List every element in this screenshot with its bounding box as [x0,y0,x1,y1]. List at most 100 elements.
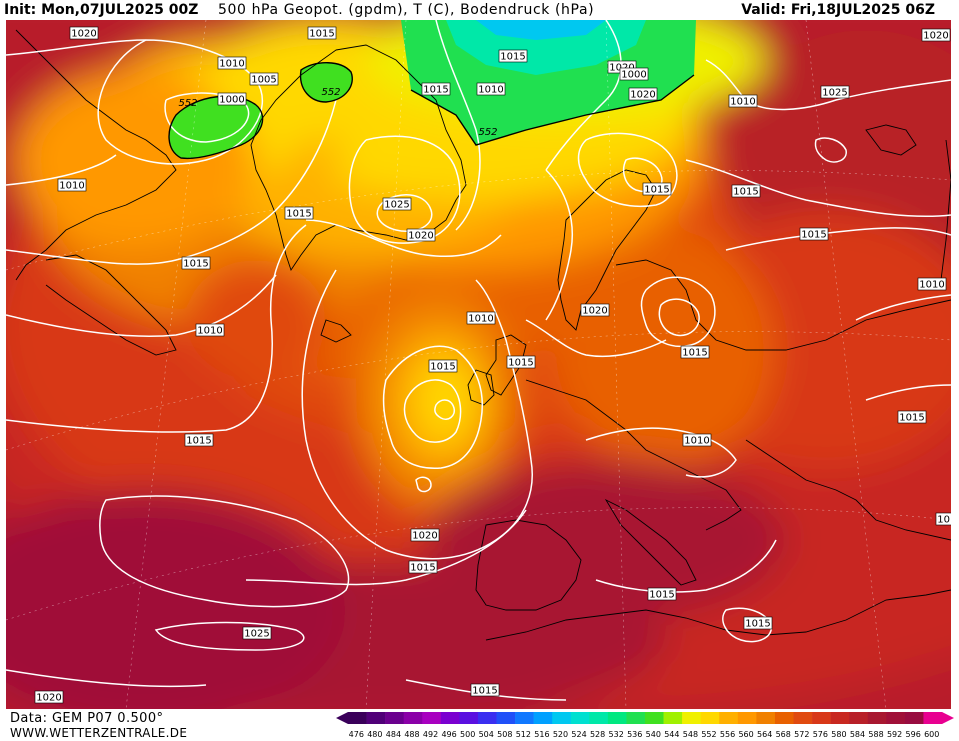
svg-text:1015: 1015 [682,348,707,359]
legend-tick-label: 516 [534,730,549,739]
svg-text:1010: 1010 [730,97,755,108]
legend-swatch [904,712,924,724]
svg-text:1010: 1010 [937,515,951,526]
svg-text:552: 552 [478,127,497,138]
legend-swatch [570,712,590,724]
pressure-label: 1015 [408,560,438,574]
pressure-label: 1020 [406,228,436,242]
pressure-label: 1025 [820,85,850,99]
pressure-label: 1000 [619,67,649,81]
svg-text:1015: 1015 [801,230,826,241]
pressure-label: 1015 [647,587,677,601]
legend-tick-label: 584 [850,730,865,739]
legend-tick-label: 564 [757,730,772,739]
pressure-label: 1010 [217,56,247,70]
pressure-label: 1020 [69,26,99,40]
pressure-label: 1015 [284,206,314,220]
pressure-label: 1015 [498,49,528,63]
svg-text:1025: 1025 [384,200,409,211]
pressure-label: 1015 [184,433,214,447]
svg-text:1020: 1020 [630,90,655,101]
legend-tick-label: 508 [497,730,512,739]
svg-text:1015: 1015 [733,187,758,198]
legend-swatch [403,712,423,724]
legend-swatch [682,712,701,724]
legend-tick-label: 560 [738,730,753,739]
svg-text:1020: 1020 [582,306,607,317]
pressure-label: 1020 [921,28,951,42]
svg-text:1015: 1015 [286,209,311,220]
svg-text:1010: 1010 [197,326,222,337]
legend-tick-label: 600 [924,730,939,739]
pressure-label: 1015 [470,683,500,697]
svg-text:1010: 1010 [59,181,84,192]
legend-arrow-low [336,712,348,724]
legend-tick-label: 492 [423,730,438,739]
geopotential-label: 552 [478,127,497,138]
svg-text:1015: 1015 [745,619,770,630]
legend-tick-label: 532 [609,730,624,739]
valid-time-label: Valid: Fri,18JUL2025 06Z [741,2,935,18]
legend-tick-label: 496 [441,730,456,739]
svg-text:1015: 1015 [183,259,208,270]
svg-text:1015: 1015 [423,85,448,96]
legend-swatch [533,712,553,724]
legend-tick-label: 484 [386,730,401,739]
pressure-label: 1010 [476,82,506,96]
pressure-labels: 1020 1015 1010 1005 1000 1015 1010 1020 1010 1020… [34,26,951,704]
svg-text:1025: 1025 [822,88,847,99]
legend-tick-label: 572 [794,730,809,739]
pressure-label: 1010 [935,512,951,526]
svg-text:1015: 1015 [186,436,211,447]
svg-text:1010: 1010 [919,280,944,291]
pressure-label: 1000 [217,92,247,106]
legend-swatch [440,712,460,724]
pressure-label: 1010 [466,311,496,325]
geopotential-label: 552 [321,87,340,98]
legend-tick-label: 500 [460,730,475,739]
chart-header: Init: Mon,07JUL2025 00Z 500 hPa Geopot. … [0,0,959,20]
legend-swatch [737,712,757,724]
pressure-label: 1015 [799,227,829,241]
legend-swatch [348,712,367,724]
pressure-label: 1020 [410,528,440,542]
legend-swatch [459,712,479,724]
svg-text:1015: 1015 [472,686,497,697]
svg-text:552: 552 [321,87,340,98]
svg-text:1025: 1025 [244,629,269,640]
svg-text:1020: 1020 [923,31,948,42]
legend-tick-label: 596 [906,730,921,739]
svg-text:1010: 1010 [219,59,244,70]
chart-title: 500 hPa Geopot. (gpdm), T (C), Bodendruc… [218,2,595,18]
svg-text:1000: 1000 [621,70,646,81]
pressure-label: 1005 [249,72,279,86]
pressure-label: 1015 [642,182,672,196]
pressure-label: 1015 [181,256,211,270]
legend-tick-label: 524 [571,730,586,739]
legend-tick-label: 576 [813,730,828,739]
pressure-label: 1010 [57,178,87,192]
legend-tick-label: 592 [887,730,902,739]
pressure-label: 1010 [728,94,758,108]
svg-text:1000: 1000 [219,95,244,106]
svg-text:1010: 1010 [684,436,709,447]
legend-arrow-high [942,712,954,724]
svg-text:1005: 1005 [251,75,276,86]
legend-tick-label: 488 [404,730,419,739]
legend-swatch [663,712,683,724]
legend-tick-label: 504 [479,730,494,739]
color-legend: 476 480 484 488 492 496 500 504 508 512 516 520 524 5… [336,712,954,739]
pressure-label: 1010 [195,323,225,337]
legend-tick-label: 512 [516,730,531,739]
meridians-parallels [6,20,951,709]
pressure-label: 1015 [897,410,927,424]
pressure-label: 1015 [506,355,536,369]
legend-tick-label: 548 [683,730,698,739]
legend-tick-label: 568 [776,730,791,739]
legend-swatch [719,712,739,724]
legend-swatch [607,712,627,724]
pressure-label: 1020 [628,87,658,101]
svg-text:1015: 1015 [430,362,455,373]
legend-swatch [552,712,572,724]
coastlines [15,29,951,641]
